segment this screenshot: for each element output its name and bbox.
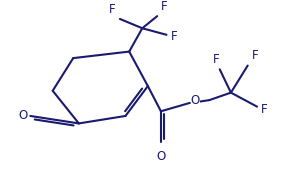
- Text: F: F: [109, 3, 115, 16]
- Text: F: F: [261, 103, 267, 116]
- Text: F: F: [161, 0, 168, 13]
- Text: O: O: [156, 150, 166, 163]
- Text: O: O: [191, 94, 200, 107]
- Text: F: F: [171, 30, 178, 43]
- Text: O: O: [18, 109, 27, 122]
- Text: F: F: [251, 49, 258, 62]
- Text: F: F: [213, 52, 219, 65]
